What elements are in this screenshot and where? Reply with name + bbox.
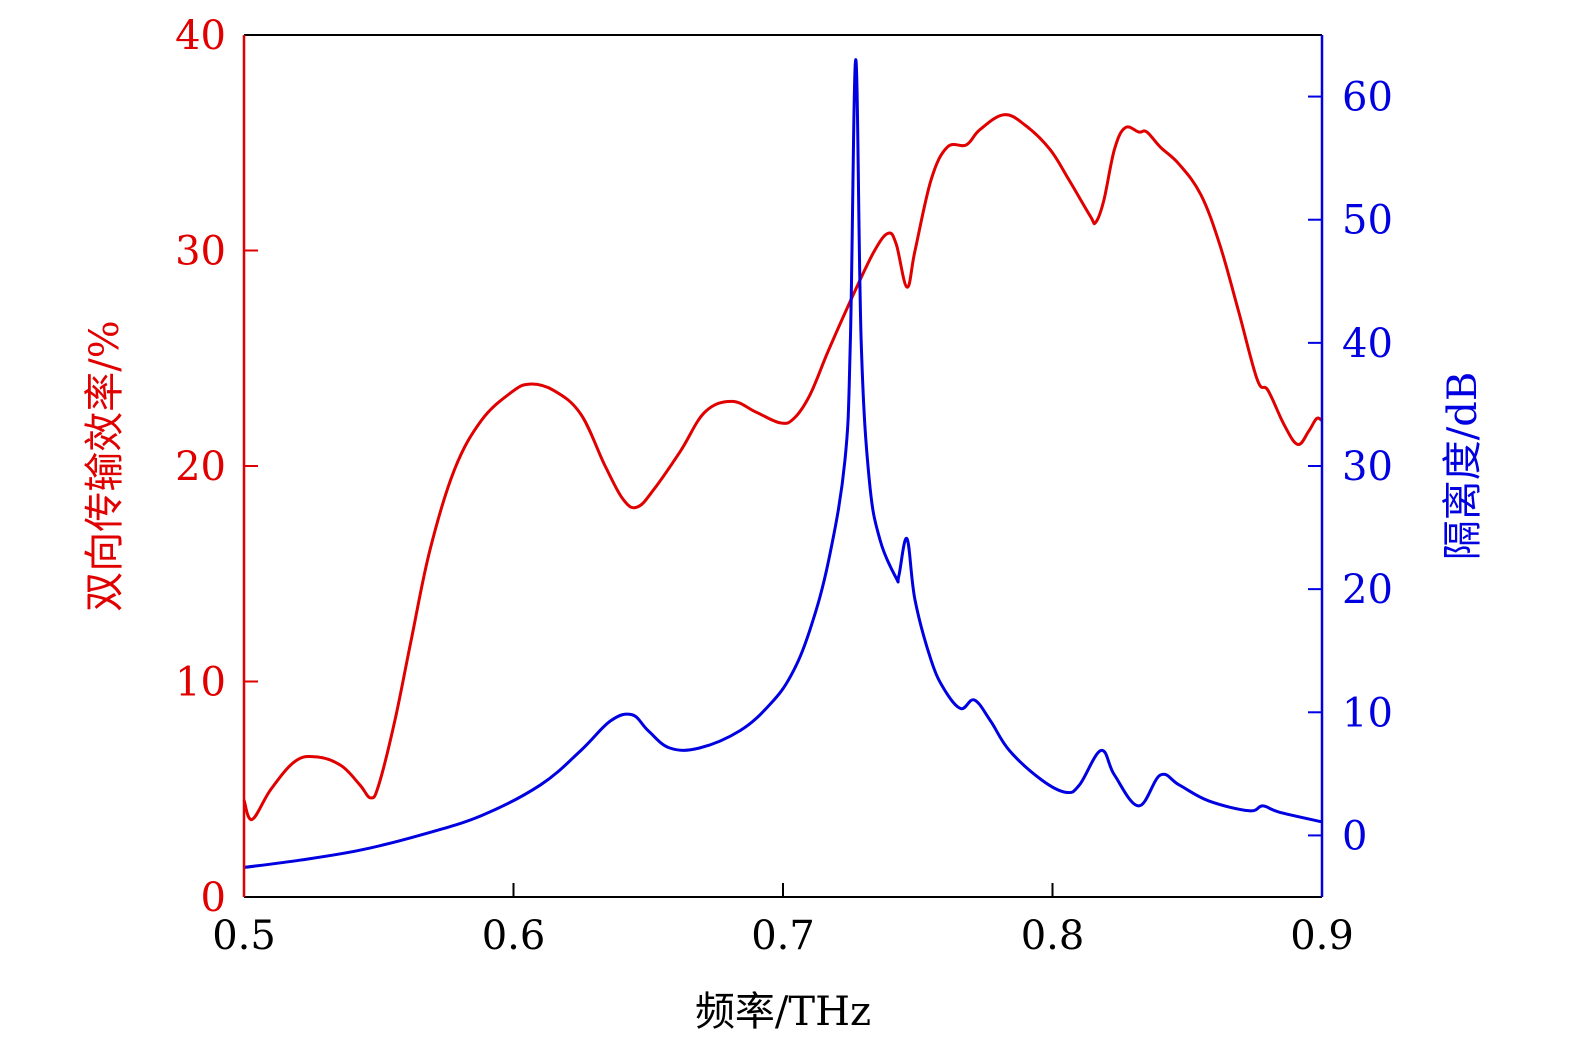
right-y-tick-label: 50	[1342, 198, 1393, 244]
x-tick-label: 0.7	[751, 913, 815, 959]
right-y-tick-label: 30	[1342, 444, 1393, 490]
x-tick-label: 0.9	[1290, 913, 1354, 959]
left-y-tick-label: 10	[175, 660, 226, 706]
x-axis-label: 频率/THz	[695, 989, 871, 1035]
left-y-tick-label: 20	[175, 444, 226, 490]
series-isolation-line	[243, 58, 1323, 869]
left-y-tick-label: 40	[175, 13, 226, 59]
right-y-tick-label: 60	[1342, 75, 1393, 121]
right-y-tick-label: 40	[1342, 321, 1393, 367]
right-y-tick-label: 20	[1342, 567, 1393, 613]
left-y-axis-label: 双向传输效率/%	[82, 320, 128, 611]
left-y-tick-label: 0	[201, 875, 226, 921]
x-tick-label: 0.8	[1021, 913, 1085, 959]
x-tick-label: 0.6	[482, 913, 546, 959]
x-tick-label: 0.5	[212, 913, 276, 959]
right-y-tick-label: 10	[1342, 690, 1393, 736]
left-y-tick-label: 30	[175, 229, 226, 275]
right-y-tick-label: 0	[1342, 813, 1367, 859]
series-transmission-efficiency-line	[242, 113, 1323, 821]
right-y-axis-label: 隔离度/dB	[1440, 372, 1486, 560]
